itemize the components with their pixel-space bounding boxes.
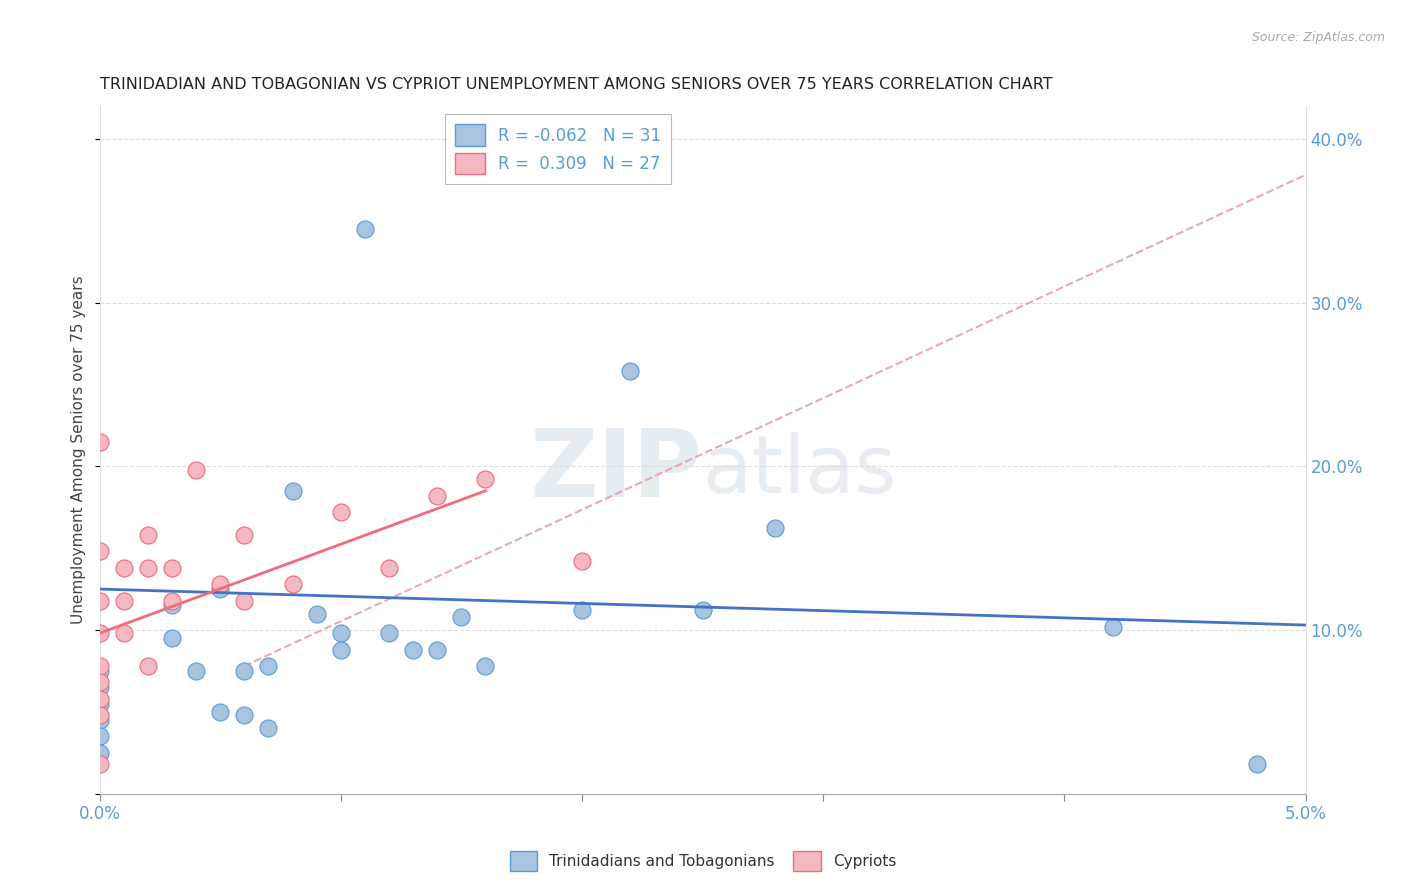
Point bbox=[89, 544, 111, 558]
Point bbox=[378, 561, 401, 575]
Point bbox=[89, 626, 111, 640]
Text: ZIP: ZIP bbox=[530, 425, 703, 516]
Point bbox=[89, 708, 111, 723]
Point bbox=[89, 664, 111, 678]
Text: Source: ZipAtlas.com: Source: ZipAtlas.com bbox=[1251, 31, 1385, 45]
Legend: Trinidadians and Tobagonians, Cypriots: Trinidadians and Tobagonians, Cypriots bbox=[503, 846, 903, 877]
Point bbox=[89, 659, 111, 673]
Point bbox=[1246, 757, 1268, 772]
Point bbox=[160, 561, 183, 575]
Y-axis label: Unemployment Among Seniors over 75 years: Unemployment Among Seniors over 75 years bbox=[72, 276, 86, 624]
Point bbox=[89, 730, 111, 744]
Point bbox=[160, 593, 183, 607]
Point bbox=[257, 659, 280, 673]
Point bbox=[89, 757, 111, 772]
Point bbox=[136, 561, 159, 575]
Point bbox=[233, 708, 256, 723]
Point bbox=[450, 610, 472, 624]
Point bbox=[89, 746, 111, 760]
Point bbox=[763, 521, 786, 535]
Point bbox=[426, 489, 449, 503]
Point bbox=[89, 593, 111, 607]
Point bbox=[209, 705, 232, 719]
Point bbox=[136, 659, 159, 673]
Point bbox=[692, 603, 714, 617]
Text: TRINIDADIAN AND TOBAGONIAN VS CYPRIOT UNEMPLOYMENT AMONG SENIORS OVER 75 YEARS C: TRINIDADIAN AND TOBAGONIAN VS CYPRIOT UN… bbox=[100, 78, 1052, 93]
Point bbox=[160, 599, 183, 613]
Point bbox=[329, 642, 352, 657]
Point bbox=[257, 721, 280, 735]
Point bbox=[329, 505, 352, 519]
Point bbox=[305, 607, 328, 621]
Point bbox=[378, 626, 401, 640]
Point bbox=[136, 528, 159, 542]
Point bbox=[112, 561, 135, 575]
Point bbox=[571, 603, 593, 617]
Point bbox=[619, 364, 641, 378]
Point bbox=[89, 675, 111, 690]
Point bbox=[184, 664, 207, 678]
Point bbox=[89, 697, 111, 711]
Point bbox=[209, 582, 232, 596]
Point bbox=[89, 713, 111, 727]
Point bbox=[233, 664, 256, 678]
Point bbox=[160, 631, 183, 645]
Point bbox=[112, 593, 135, 607]
Point bbox=[281, 483, 304, 498]
Text: atlas: atlas bbox=[703, 432, 897, 509]
Point bbox=[281, 577, 304, 591]
Point bbox=[112, 626, 135, 640]
Point bbox=[1101, 620, 1123, 634]
Point bbox=[426, 642, 449, 657]
Point bbox=[89, 434, 111, 449]
Point bbox=[474, 659, 496, 673]
Point bbox=[474, 472, 496, 486]
Point bbox=[89, 691, 111, 706]
Point bbox=[233, 593, 256, 607]
Point bbox=[209, 577, 232, 591]
Point bbox=[184, 462, 207, 476]
Point bbox=[233, 528, 256, 542]
Legend: R = -0.062   N = 31, R =  0.309   N = 27: R = -0.062 N = 31, R = 0.309 N = 27 bbox=[444, 114, 671, 184]
Point bbox=[89, 680, 111, 694]
Point bbox=[329, 626, 352, 640]
Point bbox=[571, 554, 593, 568]
Point bbox=[402, 642, 425, 657]
Point bbox=[354, 222, 377, 236]
